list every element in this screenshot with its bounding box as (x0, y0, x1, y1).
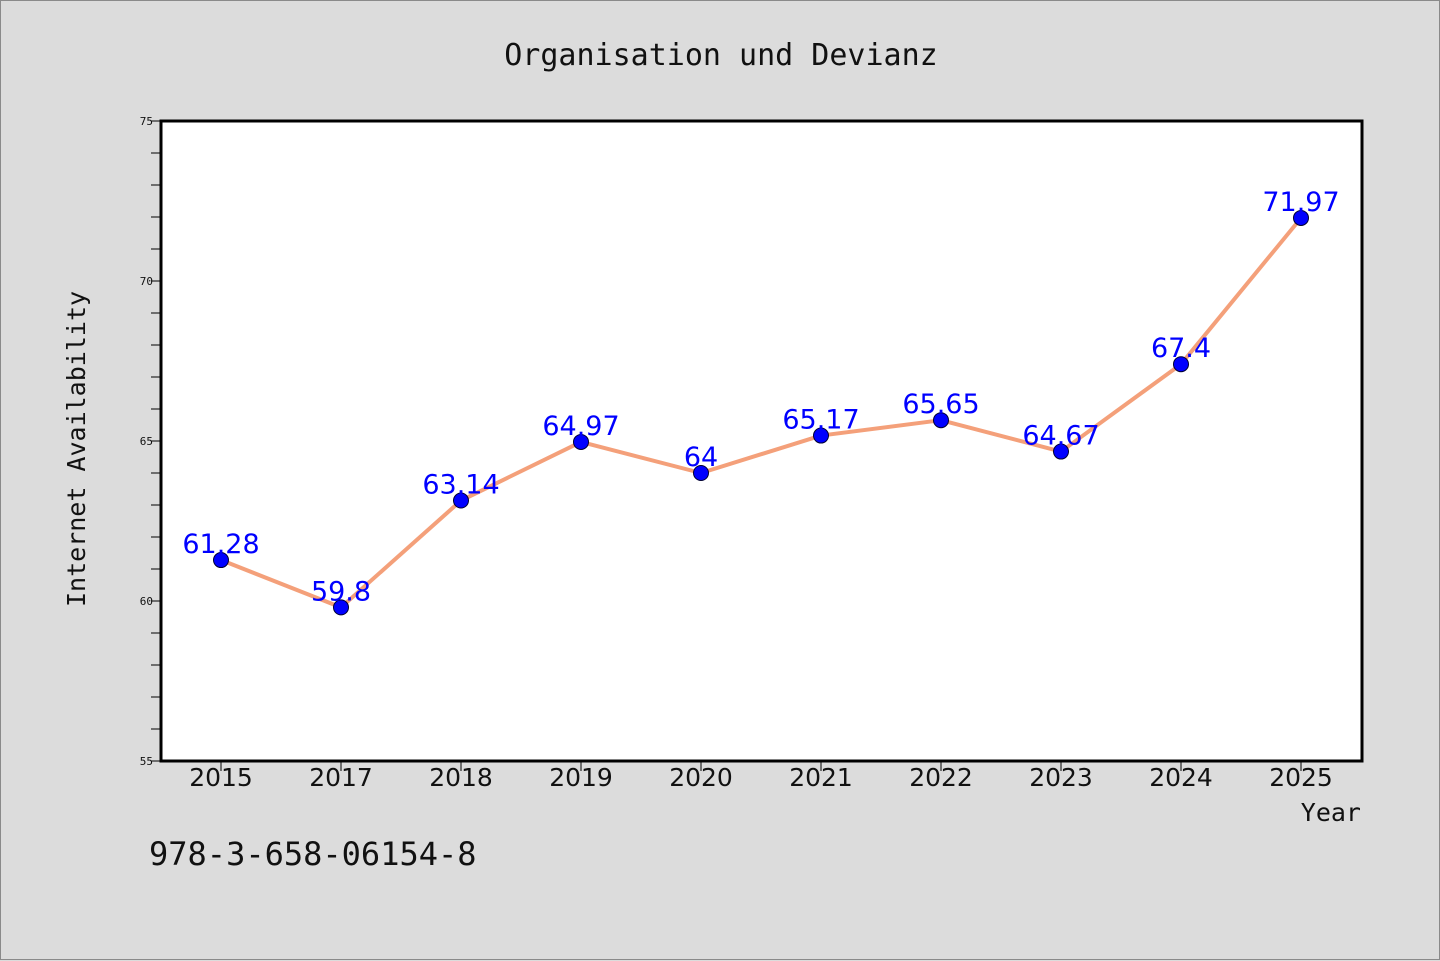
data-label: 64.97 (542, 411, 619, 442)
data-label: 65.17 (782, 405, 859, 436)
data-label: 65.65 (902, 389, 979, 420)
y-tick-label: 60 (140, 595, 153, 608)
x-tick-label: 2017 (309, 763, 373, 792)
x-tick-label: 2023 (1029, 763, 1093, 792)
y-tick-label: 75 (140, 115, 153, 128)
data-point (1053, 443, 1069, 460)
x-tick-label: 2022 (909, 763, 973, 792)
data-point (333, 599, 349, 616)
x-tick-label: 2024 (1149, 763, 1213, 792)
x-axis-label: Year (1301, 798, 1361, 827)
data-label: 71.97 (1262, 187, 1339, 218)
data-label: 61.28 (182, 529, 259, 560)
x-axis-ticks: 2015 2017 2018 2019 2020 2021 2022 2023 2024 2025 (189, 761, 1333, 792)
data-point (813, 427, 829, 444)
data-label: 59.8 (311, 576, 371, 607)
x-tick-label: 2025 (1269, 763, 1333, 792)
x-tick-label: 2019 (549, 763, 613, 792)
series-group: 61.28 59.8 63.14 64.97 64 65.17 65.65 64.67 67.4… (182, 187, 1340, 616)
y-tick-label: 65 (140, 435, 153, 448)
data-point (1173, 356, 1189, 373)
y-axis-label: Internet Availability (62, 291, 91, 607)
data-label: 63.14 (422, 470, 499, 501)
y-axis-ticks: 55 60 65 70 75 (140, 115, 161, 768)
data-point (693, 465, 709, 481)
x-tick-label: 2015 (189, 763, 253, 792)
data-point (933, 412, 949, 429)
plot-area (159, 119, 1364, 763)
data-point (213, 552, 229, 569)
data-label: 67.4 (1151, 333, 1211, 364)
data-point (1293, 209, 1309, 226)
chart-title: Organisation und Devianz (504, 38, 937, 73)
y-tick-label: 70 (140, 275, 153, 288)
data-label: 64 (684, 442, 718, 473)
data-label: 64.67 (1022, 421, 1099, 452)
x-tick-label: 2020 (669, 763, 733, 792)
y-tick-label: 55 (140, 755, 153, 768)
data-point (453, 492, 469, 509)
data-point (573, 433, 589, 450)
series-line (219, 215, 1303, 610)
x-tick-label: 2021 (789, 763, 853, 792)
x-tick-label: 2018 (429, 763, 493, 792)
footnote-code: 978-3-658-06154-8 (149, 835, 477, 873)
